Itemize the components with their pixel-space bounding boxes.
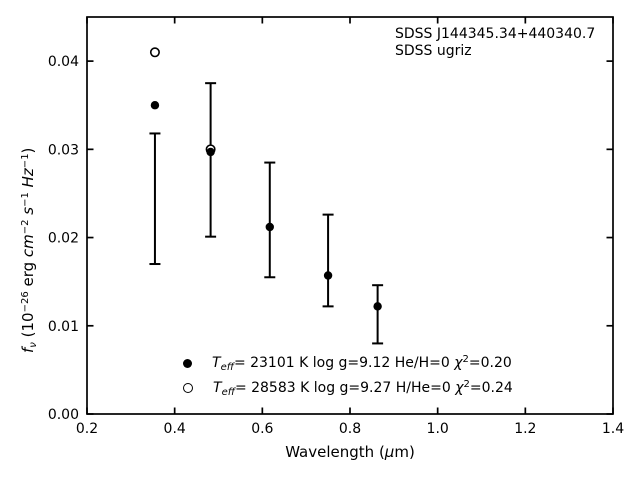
y-tick-label: 0.01 xyxy=(48,319,79,335)
text-segment: f xyxy=(19,347,37,353)
text-segment: eff xyxy=(220,362,234,373)
x-tick-label: 1.0 xyxy=(427,421,449,437)
open-circle-icon xyxy=(183,383,193,393)
text-segment: ν xyxy=(28,342,39,348)
text-segment: = 23101 K log g=9.12 He/H=0 xyxy=(233,355,455,371)
text-segment: cm xyxy=(19,234,37,258)
text-segment: s xyxy=(19,206,37,215)
text-segment: = 28583 K log g=9.27 H/He=0 xyxy=(234,380,456,396)
text-segment: −1 xyxy=(20,192,31,207)
data-point-open-circle xyxy=(149,47,160,58)
text-segment: χ xyxy=(454,355,463,371)
text-segment: μ xyxy=(384,443,395,461)
text-segment: T xyxy=(213,380,222,396)
text-segment: eff xyxy=(221,387,235,398)
text-segment: m) xyxy=(394,443,415,461)
legend-row-model-1: Teff= 23101 K log g=9.12 He/H=0 χ2=0.20 xyxy=(183,354,512,373)
x-tick-label: 0.8 xyxy=(339,421,361,437)
y-tick-label: 0.03 xyxy=(48,142,79,158)
text-segment: 2 xyxy=(462,354,469,365)
x-tick-label: 1.4 xyxy=(602,421,624,437)
data-point-filled-circle xyxy=(323,271,333,280)
x-tick-label: 0.4 xyxy=(164,421,186,437)
text-segment: (10 xyxy=(19,312,37,343)
text-segment: −1 xyxy=(20,153,31,169)
text-segment: erg xyxy=(19,257,37,292)
text-segment: =0.24 xyxy=(469,380,513,396)
text-segment: T xyxy=(212,355,221,371)
legend-label-model-1: Teff= 23101 K log g=9.12 He/H=0 χ2=0.20 xyxy=(212,354,512,373)
legend-row-model-2: Teff= 28583 K log g=9.27 H/He=0 χ2=0.24 xyxy=(183,379,513,398)
text-segment: =0.20 xyxy=(468,355,512,371)
text-segment: 2 xyxy=(463,379,470,390)
annotation-object-id: SDSS J144345.34+440340.7 xyxy=(395,26,596,42)
annotation-block: SDSS J144345.34+440340.7 SDSS ugriz xyxy=(395,26,595,59)
x-axis-label: Wavelength (μm) xyxy=(285,443,415,461)
x-tick-label: 1.2 xyxy=(514,421,536,437)
y-tick-label: 0.00 xyxy=(48,407,79,423)
text-segment: −26 xyxy=(20,291,31,313)
filled-circle-icon xyxy=(183,358,192,368)
text-segment: −2 xyxy=(20,219,31,235)
y-tick-label: 0.02 xyxy=(48,231,79,247)
y-axis-label: fν (10−26 erg cm−2 s−1 Hz−1) xyxy=(19,148,39,353)
legend-label-model-2: Teff= 28583 K log g=9.27 H/He=0 χ2=0.24 xyxy=(213,379,513,398)
y-tick-label: 0.04 xyxy=(48,54,79,70)
data-point-filled-circle xyxy=(150,101,160,110)
x-tick-label: 0.6 xyxy=(251,421,273,437)
text-segment: Wavelength ( xyxy=(285,443,385,461)
annotation-survey-bands: SDSS ugriz xyxy=(395,42,472,59)
text-segment: χ xyxy=(455,380,464,396)
x-tick-label: 0.2 xyxy=(76,421,98,437)
data-point-filled-circle xyxy=(265,222,274,232)
data-point-filled-circle xyxy=(206,147,215,157)
text-segment: Hz xyxy=(19,168,37,188)
data-point-filled-circle xyxy=(373,302,382,311)
